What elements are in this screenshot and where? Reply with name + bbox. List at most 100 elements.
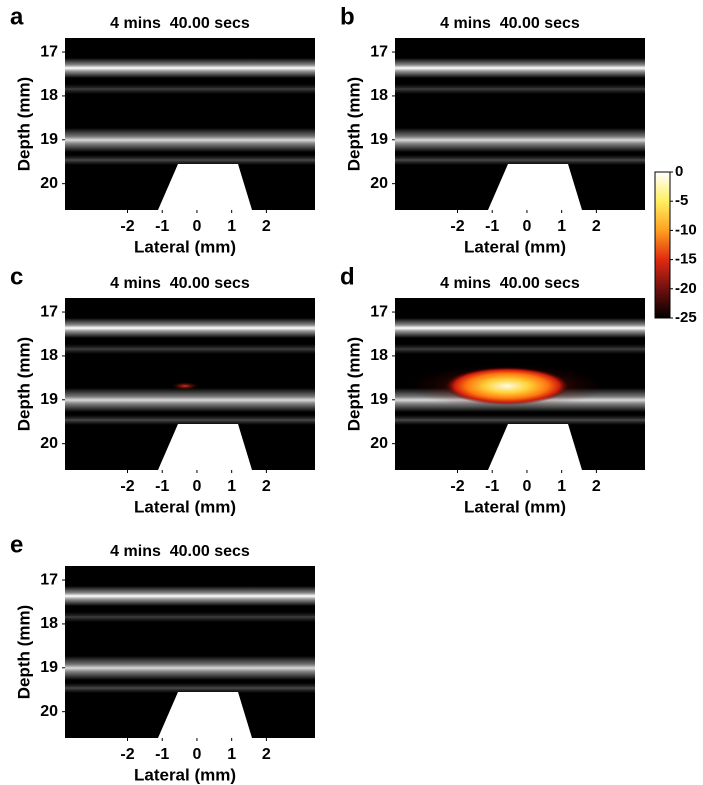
y-axis-label: Depth (mm) [14,337,33,431]
panel-label: d [340,263,355,290]
y-tick-label: 20 [40,703,58,720]
y-tick-label: 18 [40,615,58,632]
x-tick-label: 1 [227,478,236,495]
tissue-band [65,155,315,165]
panel-label: b [340,3,355,30]
x-axis-label: Lateral (mm) [464,237,566,256]
x-axis-label: Lateral (mm) [134,765,236,784]
panel-title: 4 mins 40.00 secs [110,15,250,32]
colorbar-tick-label: 0 [675,163,683,180]
tissue-band [395,128,645,152]
x-tick-label: 0 [192,478,201,495]
x-tick-label: 1 [227,218,236,235]
tissue-band [65,84,315,94]
panel: a 4 mins 40.00 secs 17 18 19 20 -2 -1 0 1 2 Lateral… [10,3,315,256]
y-tick-label: 17 [40,571,58,588]
colorbar-tick-label: -25 [675,309,697,326]
tissue-band [65,612,315,622]
tissue-band [395,58,645,78]
y-tick-label: 18 [370,87,388,104]
x-tick-label: -2 [120,746,134,763]
tissue-band [65,586,315,606]
y-tick-label: 20 [370,175,388,192]
transducer [488,164,582,210]
tissue-band [65,344,315,354]
panel-title: 4 mins 40.00 secs [110,543,250,560]
panel-label: a [10,3,24,30]
x-tick-label: 1 [557,218,566,235]
tissue-band [395,155,645,165]
panel: d 4 mins 40.00 secs 17 18 19 20 -2 -1 0 1 2 Lateral… [340,263,645,516]
tissue-band [65,415,315,425]
panel: c 4 mins 40.00 secs 17 18 19 20 -2 -1 0 1 2 Lateral… [10,263,315,516]
tissue-band [395,84,645,94]
x-tick-label: 2 [592,218,601,235]
panel-label: c [10,263,23,290]
tissue-band [395,415,645,425]
x-tick-label: 1 [227,746,236,763]
x-tick-label: -2 [450,218,464,235]
x-tick-label: -1 [155,746,169,763]
panel-title: 4 mins 40.00 secs [440,275,580,292]
panel-label: e [10,531,23,558]
y-tick-label: 19 [40,659,58,676]
y-tick-label: 17 [370,43,388,60]
y-tick-label: 18 [40,87,58,104]
x-tick-label: -1 [485,478,499,495]
y-tick-label: 17 [40,303,58,320]
y-tick-label: 20 [40,435,58,452]
y-tick-label: 20 [370,435,388,452]
x-tick-label: 2 [592,478,601,495]
y-axis-label: Depth (mm) [14,605,33,699]
y-tick-label: 17 [370,303,388,320]
tissue-band [65,318,315,338]
colorbar-tick-label: -20 [675,280,697,297]
x-tick-label: -1 [155,218,169,235]
x-tick-label: 2 [262,218,271,235]
x-tick-label: 0 [522,478,531,495]
x-tick-label: 0 [192,746,201,763]
y-axis-label: Depth (mm) [344,337,363,431]
signal-spot [445,367,569,405]
tissue-band [65,388,315,412]
panel: e 4 mins 40.00 secs 17 18 19 20 -2 -1 0 1 2 Lateral… [10,531,315,784]
x-axis-label: Lateral (mm) [134,237,236,256]
panel-title: 4 mins 40.00 secs [440,15,580,32]
x-tick-label: -2 [450,478,464,495]
y-tick-label: 19 [40,131,58,148]
colorbar-tick-label: -5 [675,192,688,209]
tissue-band [395,318,645,338]
x-tick-label: 0 [192,218,201,235]
y-axis-label: Depth (mm) [344,77,363,171]
x-tick-label: 0 [522,218,531,235]
panel: b 4 mins 40.00 secs 17 18 19 20 -2 -1 0 1 2 Lateral… [340,3,645,256]
transducer [158,692,252,738]
y-tick-label: 17 [40,43,58,60]
tissue-band [65,58,315,78]
x-tick-label: -2 [120,218,134,235]
signal-spot [171,382,199,390]
x-tick-label: -1 [155,478,169,495]
y-axis-label: Depth (mm) [14,77,33,171]
colorbar-tick-label: -15 [675,251,697,268]
x-axis-label: Lateral (mm) [464,497,566,516]
tissue-band [65,683,315,693]
transducer [158,424,252,470]
tissue-band [65,128,315,152]
x-tick-label: 1 [557,478,566,495]
x-tick-label: -2 [120,478,134,495]
transducer [158,164,252,210]
colorbar-tick-label: -10 [675,221,697,238]
y-tick-label: 19 [40,391,58,408]
x-tick-label: -1 [485,218,499,235]
tissue-band [395,344,645,354]
x-tick-label: 2 [262,746,271,763]
panel-title: 4 mins 40.00 secs [110,275,250,292]
transducer [488,424,582,470]
colorbar-scale [654,171,671,319]
x-axis-label: Lateral (mm) [134,497,236,516]
y-tick-label: 20 [40,175,58,192]
y-tick-label: 19 [370,391,388,408]
y-tick-label: 18 [370,347,388,364]
